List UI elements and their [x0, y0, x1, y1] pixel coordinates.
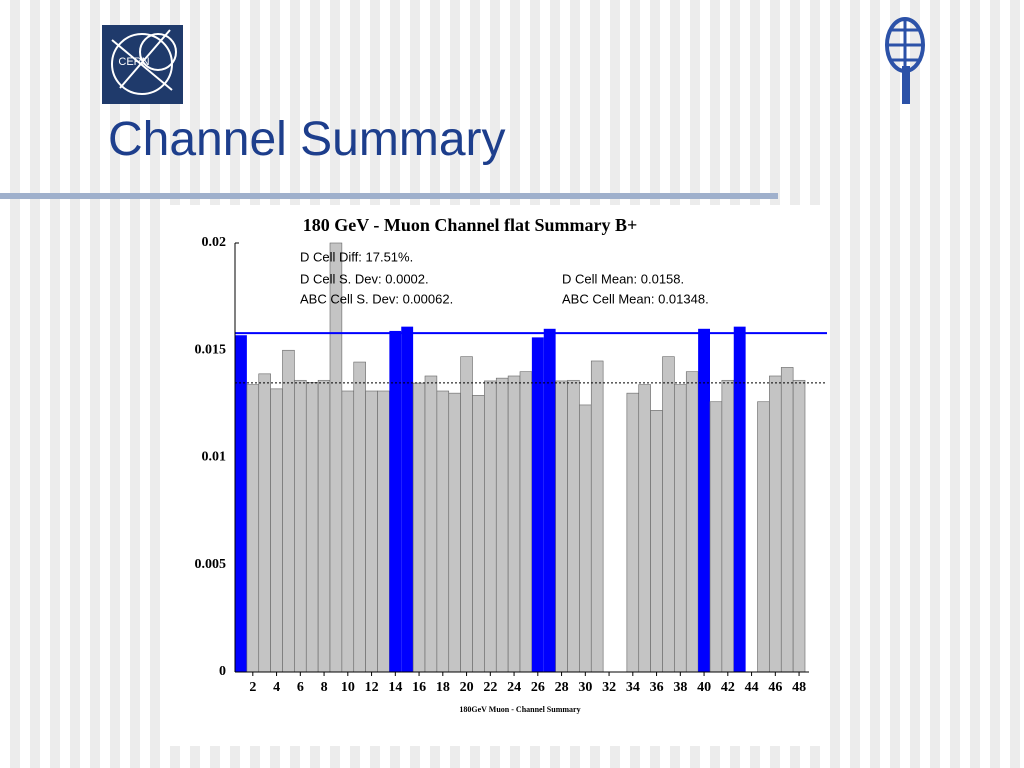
bar — [555, 380, 568, 673]
logo-lines — [111, 29, 173, 91]
bar — [436, 390, 450, 673]
bar — [507, 375, 521, 673]
atlas-logo-lines — [887, 19, 923, 71]
bar — [757, 401, 770, 673]
bar — [638, 384, 651, 673]
x-tick-label: 14 — [388, 680, 402, 695]
bar — [721, 379, 735, 673]
bar — [579, 404, 592, 673]
bar — [519, 371, 533, 673]
x-tick-label: 48 — [792, 680, 806, 695]
x-tick-label: 12 — [365, 680, 379, 695]
x-tick-label: 16 — [412, 680, 426, 695]
x-tick-label: 36 — [650, 680, 664, 695]
x-tick-label: 8 — [321, 680, 328, 695]
x-tick-label: 22 — [483, 680, 497, 695]
bar — [317, 379, 331, 673]
x-tick-label: 6 — [297, 680, 304, 695]
x-tick-label: 42 — [721, 680, 735, 695]
y-tick-label: 0.015 — [195, 342, 227, 357]
bar — [662, 356, 675, 673]
bar — [305, 382, 319, 673]
bar — [780, 367, 794, 673]
bar — [235, 335, 247, 672]
bar — [341, 390, 355, 673]
bar — [246, 384, 260, 673]
annotation: D Cell S. Dev: 0.0002. — [300, 271, 429, 286]
bar — [531, 337, 544, 672]
slide-title: Channel Summary — [108, 113, 506, 166]
x-tick-label: 2 — [249, 680, 256, 695]
annotation: D Cell Diff: 17.51%. — [300, 249, 413, 264]
x-tick-label: 4 — [273, 680, 280, 695]
bar — [484, 380, 497, 673]
x-tick-label: 24 — [507, 680, 521, 695]
bar — [685, 371, 699, 673]
bar — [674, 384, 687, 673]
logo-ring — [139, 33, 177, 71]
annotation: ABC Cell Mean: 0.01348. — [562, 291, 709, 306]
bar — [294, 379, 307, 673]
bar — [709, 401, 723, 673]
x-tick-label: 44 — [745, 680, 759, 695]
x-axis-title: 180GeV Muon - Channel Summary — [459, 705, 580, 714]
y-tick-label: 0.005 — [195, 557, 227, 572]
y-tick-label: 0 — [219, 664, 226, 679]
bar — [543, 328, 556, 672]
bar — [769, 375, 782, 673]
bar — [567, 379, 580, 673]
x-tick-label: 34 — [626, 680, 640, 695]
bar — [258, 373, 271, 673]
x-tick-label: 28 — [555, 680, 569, 695]
x-tick-label: 30 — [578, 680, 592, 695]
x-tick-label: 38 — [673, 680, 687, 695]
x-tick-label: 40 — [697, 680, 711, 695]
bar — [650, 410, 663, 673]
bar — [282, 349, 295, 673]
bar — [698, 328, 710, 672]
logo-text: CERN — [118, 56, 149, 68]
bar — [353, 361, 366, 673]
bar — [495, 377, 509, 673]
bar — [590, 360, 604, 673]
atlas-figure — [902, 66, 910, 104]
bar — [401, 326, 414, 672]
bar — [329, 242, 343, 673]
y-tick-label: 0.01 — [202, 450, 227, 465]
x-tick-label: 32 — [602, 680, 616, 695]
bar — [792, 379, 806, 673]
bar — [424, 375, 438, 673]
annotation: D Cell Mean: 0.0158. — [562, 271, 684, 286]
y-tick-label: 0.02 — [202, 235, 227, 250]
bar — [389, 330, 402, 672]
bar — [377, 390, 390, 673]
annotation: ABC Cell S. Dev: 0.00062. — [300, 291, 453, 306]
bar — [412, 382, 426, 673]
bar — [472, 394, 485, 673]
x-tick-label: 46 — [768, 680, 782, 695]
bar — [733, 326, 746, 672]
x-tick-label: 26 — [531, 680, 545, 695]
bar — [365, 390, 378, 673]
chart-title: 180 GeV - Muon Channel flat Summary B+ — [303, 215, 637, 235]
title-rule — [0, 193, 778, 199]
bar — [448, 392, 461, 673]
x-tick-label: 10 — [341, 680, 355, 695]
bar — [460, 356, 473, 673]
x-tick-label: 18 — [436, 680, 450, 695]
bar — [270, 388, 283, 673]
x-tick-label: 20 — [460, 680, 474, 695]
bar — [626, 392, 640, 673]
